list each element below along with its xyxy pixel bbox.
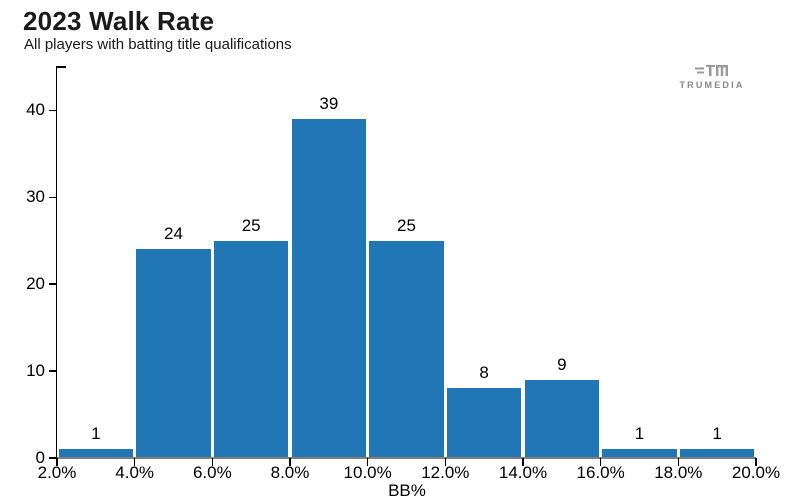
bar-value-label: 1 [634,424,645,444]
x-axis-tick-label: 4.0% [115,463,155,482]
x-axis-tick-label: 6.0% [192,463,232,482]
x-axis-tick [599,458,602,466]
histogram-bar [136,249,211,458]
x-axis-tick [289,458,291,466]
x-axis-tick-label: 16.0% [576,463,625,482]
x-axis-tick [444,458,447,466]
x-axis-tick [522,458,524,466]
x-axis-tick [56,458,58,466]
bar-value-label: 39 [319,94,339,114]
histogram-bar [369,240,444,458]
y-axis-tick [48,457,56,459]
y-axis-tick [48,370,56,372]
x-axis-tick-label: 20.0% [731,463,781,482]
x-axis-tick-label: 10.0% [343,463,392,482]
histogram-bar [524,379,599,458]
y-axis-tick-label: 10 [26,361,45,381]
y-axis-line [55,67,57,458]
y-axis-tick-label: 20 [26,274,45,294]
trumedia-logo: TRUMEDIA [668,62,756,90]
y-axis-top-cap [55,66,66,68]
x-axis-tick-label: 8.0% [270,463,310,482]
bar-value-label: 25 [397,215,416,235]
x-axis-tick [677,458,680,466]
histogram-bar [58,449,133,458]
histogram-bar [447,388,522,458]
bar-value-label: 8 [479,363,489,383]
histogram-bar [214,240,289,458]
histogram-bar [680,449,755,458]
x-axis-tick [211,458,214,466]
y-axis-tick [48,283,56,285]
y-axis-tick [48,109,56,112]
x-axis-tick [755,458,757,466]
x-axis-tick [133,458,136,466]
x-axis-tick-label: 14.0% [498,463,548,482]
y-axis-tick [48,196,56,199]
x-axis-baseline [57,457,756,459]
x-axis-tick [366,458,369,466]
chart-title: 2023 Walk Rate [23,6,215,36]
trumedia-logo-text: TRUMEDIA [679,80,745,90]
trumedia-mark-icon [695,65,728,76]
y-axis-tick-label: 40 [26,100,45,120]
histogram-bar [291,119,366,458]
bar-value-label: 1 [91,424,101,444]
x-axis-tick-label: 12.0% [421,463,470,482]
bar-value-label: 25 [241,215,261,235]
y-axis-tick-label: 0 [35,448,45,467]
histogram-bar [602,449,677,458]
x-axis-tick-label: 2.0% [37,463,77,482]
y-axis-tick-label: 30 [26,187,45,207]
bar-value-label: 24 [164,224,183,244]
x-axis-title: BB% [388,481,426,500]
bar-value-label: 9 [557,354,567,374]
chart-subtitle: All players with batting title qualifica… [24,36,292,53]
bar-value-label: 1 [712,424,722,444]
x-axis-tick-label: 18.0% [654,463,703,482]
